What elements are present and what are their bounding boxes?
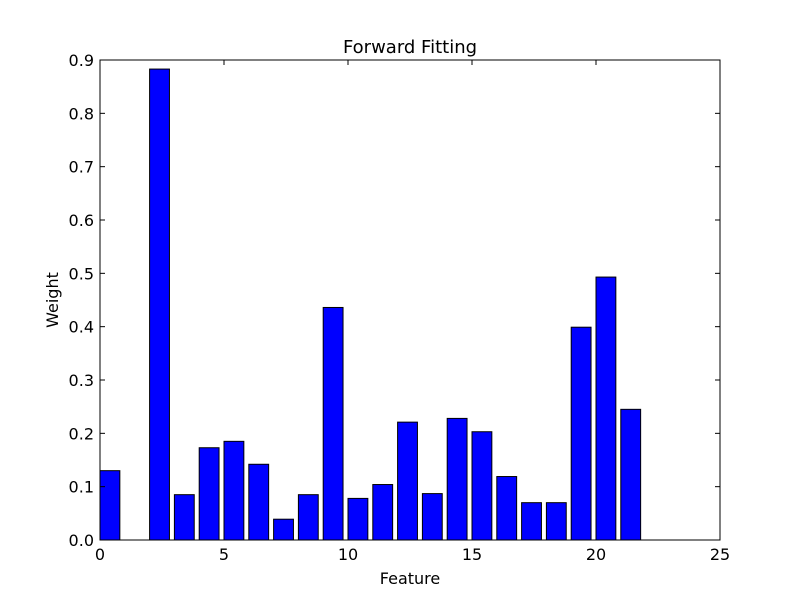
bar-16 [496,476,518,541]
y-tick-label-0: 0.0 [69,531,94,550]
x-tick-label-3: 15 [462,545,482,564]
y-tick-label-4: 0.4 [69,318,94,337]
x-tick-label-1: 5 [219,545,229,564]
bar-4 [198,447,220,541]
y-axis-label: Weight [43,272,62,328]
y-tick-label-1: 0.1 [69,478,94,497]
y-tick-label-6: 0.6 [69,211,94,230]
bar-15 [471,431,493,541]
bars-group [99,68,642,541]
bar-9 [322,306,344,541]
bar-3 [173,494,195,541]
bar-5 [223,440,245,541]
y-tick-label-7: 0.7 [69,158,94,177]
plot-frame [99,59,721,541]
bar-12 [397,421,418,541]
y-axis-ticks: 0.0 0.1 0.2 0.3 0.4 0.5 0.6 0.7 0.8 0.9 [69,51,720,550]
x-tick-label-0: 0 [95,545,105,564]
bar-10 [347,497,369,541]
bar-8 [297,494,319,541]
bar-0 [99,470,121,541]
bar-17 [521,502,542,541]
bar-6 [248,463,270,541]
x-tick-label-4: 20 [586,545,606,564]
y-tick-label-5: 0.5 [69,264,94,283]
x-tick-label-5: 25 [710,545,730,564]
x-axis-ticks: 0 5 10 15 20 25 [95,60,730,564]
bar-13 [421,493,443,541]
bar-18 [545,502,567,541]
bar-7 [273,518,294,541]
x-tick-label-2: 10 [338,545,358,564]
y-tick-label-8: 0.8 [69,104,94,123]
chart-title: Forward Fitting [343,37,477,58]
bar-19 [570,326,592,541]
y-tick-label-3: 0.3 [69,371,94,390]
bar-21 [620,408,642,541]
y-tick-label-2: 0.2 [69,424,94,443]
bar-11 [372,484,394,541]
x-axis-label: Feature [380,569,440,588]
bar-20 [595,276,617,541]
y-tick-label-9: 0.9 [69,51,94,70]
bar-14 [446,417,468,541]
bar-2 [149,68,170,541]
